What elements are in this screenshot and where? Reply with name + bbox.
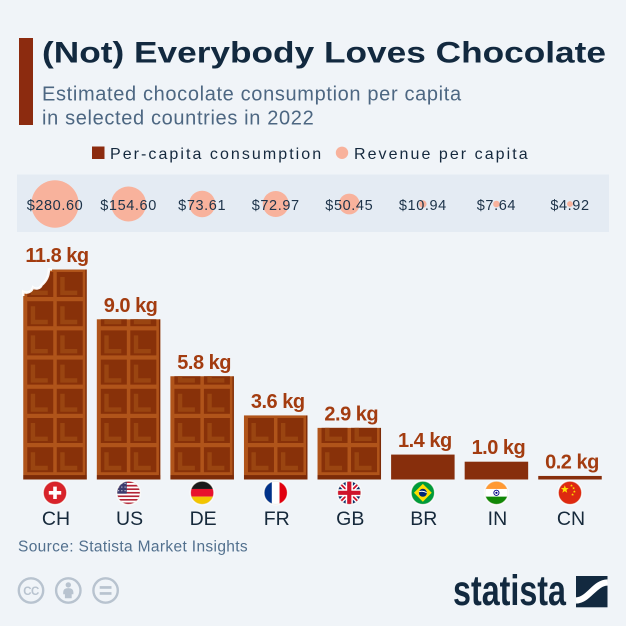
svg-text:$73.61: $73.61 <box>178 198 226 214</box>
svg-text:1.4 kg: 1.4 kg <box>398 430 452 452</box>
svg-text:IN: IN <box>488 508 508 530</box>
svg-text:GB: GB <box>336 508 364 530</box>
svg-text:statista: statista <box>453 567 567 615</box>
svg-text:9.0 kg: 9.0 kg <box>104 295 158 317</box>
svg-text:BR: BR <box>410 508 437 530</box>
svg-text:$72.97: $72.97 <box>252 198 300 214</box>
svg-text:$4.92: $4.92 <box>550 198 589 214</box>
svg-text:CH: CH <box>42 508 70 530</box>
svg-text:$50.45: $50.45 <box>325 198 373 214</box>
svg-text:US: US <box>116 508 143 530</box>
svg-text:Estimated chocolate consumptio: Estimated chocolate consumption per capi… <box>42 83 462 105</box>
svg-text:CN: CN <box>557 508 585 530</box>
svg-text:Per-capita consumption: Per-capita consumption <box>110 146 323 163</box>
svg-text:FR: FR <box>264 508 290 530</box>
svg-text:in selected countries in 2022: in selected countries in 2022 <box>42 107 314 129</box>
svg-text:CC: CC <box>23 586 39 598</box>
svg-text:0.2 kg: 0.2 kg <box>545 451 599 473</box>
svg-text:1.0 kg: 1.0 kg <box>472 437 526 459</box>
svg-text:$10.94: $10.94 <box>399 198 447 214</box>
svg-text:Revenue per capita: Revenue per capita <box>354 146 530 163</box>
svg-text:3.6 kg: 3.6 kg <box>251 391 305 413</box>
svg-text:$280.60: $280.60 <box>27 198 84 214</box>
svg-text:DE: DE <box>190 508 217 530</box>
svg-text:2.9 kg: 2.9 kg <box>324 403 378 425</box>
svg-text:5.8 kg: 5.8 kg <box>177 352 231 374</box>
svg-text:(Not) Everybody Loves Chocolat: (Not) Everybody Loves Chocolate <box>42 36 606 69</box>
svg-text:Source: Statista Market Insigh: Source: Statista Market Insights <box>18 539 248 556</box>
svg-text:$154.60: $154.60 <box>100 198 157 214</box>
svg-text:$7.64: $7.64 <box>477 198 516 214</box>
svg-text:11.8 kg: 11.8 kg <box>25 245 88 267</box>
